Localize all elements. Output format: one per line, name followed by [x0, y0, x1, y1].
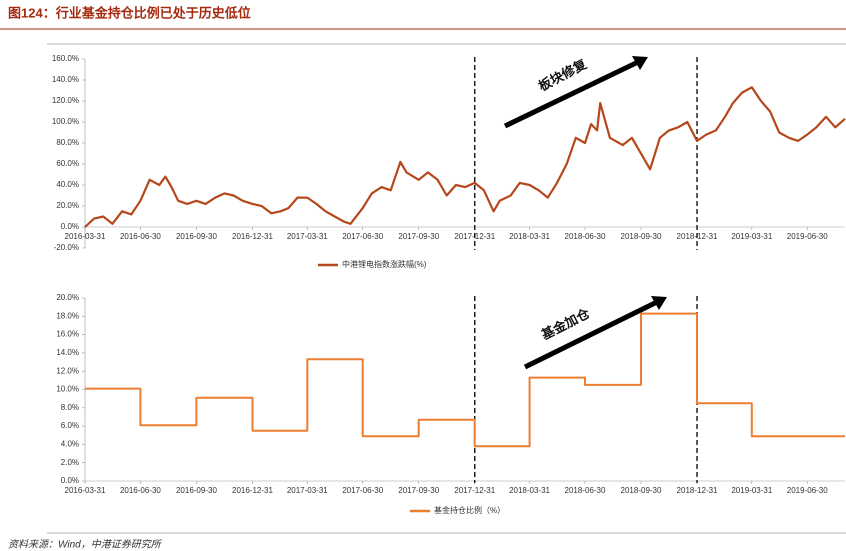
- x-tick-label: 2016-09-30: [176, 232, 217, 241]
- arrow: [523, 299, 659, 370]
- y-tick-label: 20.0%: [56, 201, 79, 210]
- y-tick-label: 60.0%: [56, 159, 79, 168]
- x-tick-label: 2017-06-30: [342, 232, 383, 241]
- x-tick-label: 2019-03-31: [731, 486, 772, 495]
- x-tick-label: 2017-12-31: [454, 486, 495, 495]
- y-tick-label: 0.0%: [61, 222, 79, 231]
- line-series: [84, 86, 846, 228]
- y-tick-label: 80.0%: [56, 138, 79, 147]
- y-tick-label: 2.0%: [61, 458, 79, 467]
- y-tick-label: 18.0%: [56, 311, 79, 320]
- x-tick-label: 2019-03-31: [731, 232, 772, 241]
- y-tick-label: 160.0%: [52, 54, 79, 63]
- y-tick-label: 14.0%: [56, 348, 79, 357]
- x-tick-label: 2017-09-30: [398, 486, 439, 495]
- y-tick-label: 4.0%: [61, 440, 79, 449]
- y-tick-label: 100.0%: [52, 117, 79, 126]
- x-tick-label: 2017-06-30: [342, 486, 383, 495]
- y-tick-label: 8.0%: [61, 403, 79, 412]
- x-tick-label: 2018-09-30: [621, 486, 662, 495]
- x-tick-label: 2018-06-30: [565, 486, 606, 495]
- y-tick-label: 10.0%: [56, 385, 79, 394]
- y-tick-label: 120.0%: [52, 96, 79, 105]
- x-tick-label: 2018-09-30: [621, 232, 662, 241]
- x-tick-label: 2016-09-30: [176, 486, 217, 495]
- arrow-head: [632, 56, 648, 70]
- legend-label: 基金持仓比例（%）: [434, 505, 505, 515]
- arrow-head: [651, 296, 667, 310]
- y-tick-label: 12.0%: [56, 366, 79, 375]
- x-tick-label: 2018-12-31: [677, 486, 718, 495]
- x-tick-label: 2019-06-30: [787, 486, 828, 495]
- y-tick-label: 6.0%: [61, 421, 79, 430]
- x-tick-label: 2018-03-31: [509, 232, 550, 241]
- x-tick-label: 2019-06-30: [787, 232, 828, 241]
- x-tick-label: 2016-03-31: [65, 486, 106, 495]
- x-tick-label: 2017-09-30: [398, 232, 439, 241]
- x-tick-label: 2016-06-30: [120, 486, 161, 495]
- y-tick-label: 16.0%: [56, 330, 79, 339]
- x-tick-label: 2018-06-30: [565, 232, 606, 241]
- arrow: [503, 59, 640, 129]
- x-tick-label: 2017-03-31: [287, 486, 328, 495]
- y-tick-label: 0.0%: [61, 476, 79, 485]
- line-series: [85, 312, 845, 448]
- source: 资料来源：Wind，中港证券研究所: [8, 539, 163, 551]
- y-tick-label: 140.0%: [52, 75, 79, 84]
- y-tick-label: -20.0%: [54, 243, 79, 252]
- page-title: 图124：行业基金持仓比例已处于历史低位: [8, 5, 251, 20]
- x-tick-label: 2017-03-31: [287, 232, 328, 241]
- legend-label: 中港锂电指数涨跌幅(%): [342, 259, 427, 269]
- y-tick-label: 40.0%: [56, 180, 79, 189]
- x-tick-label: 2016-03-31: [65, 232, 106, 241]
- x-tick-label: 2018-03-31: [509, 486, 550, 495]
- x-tick-label: 2016-12-31: [232, 486, 273, 495]
- y-tick-label: 20.0%: [56, 293, 79, 302]
- x-tick-label: 2016-06-30: [120, 232, 161, 241]
- x-tick-label: 2016-12-31: [232, 232, 273, 241]
